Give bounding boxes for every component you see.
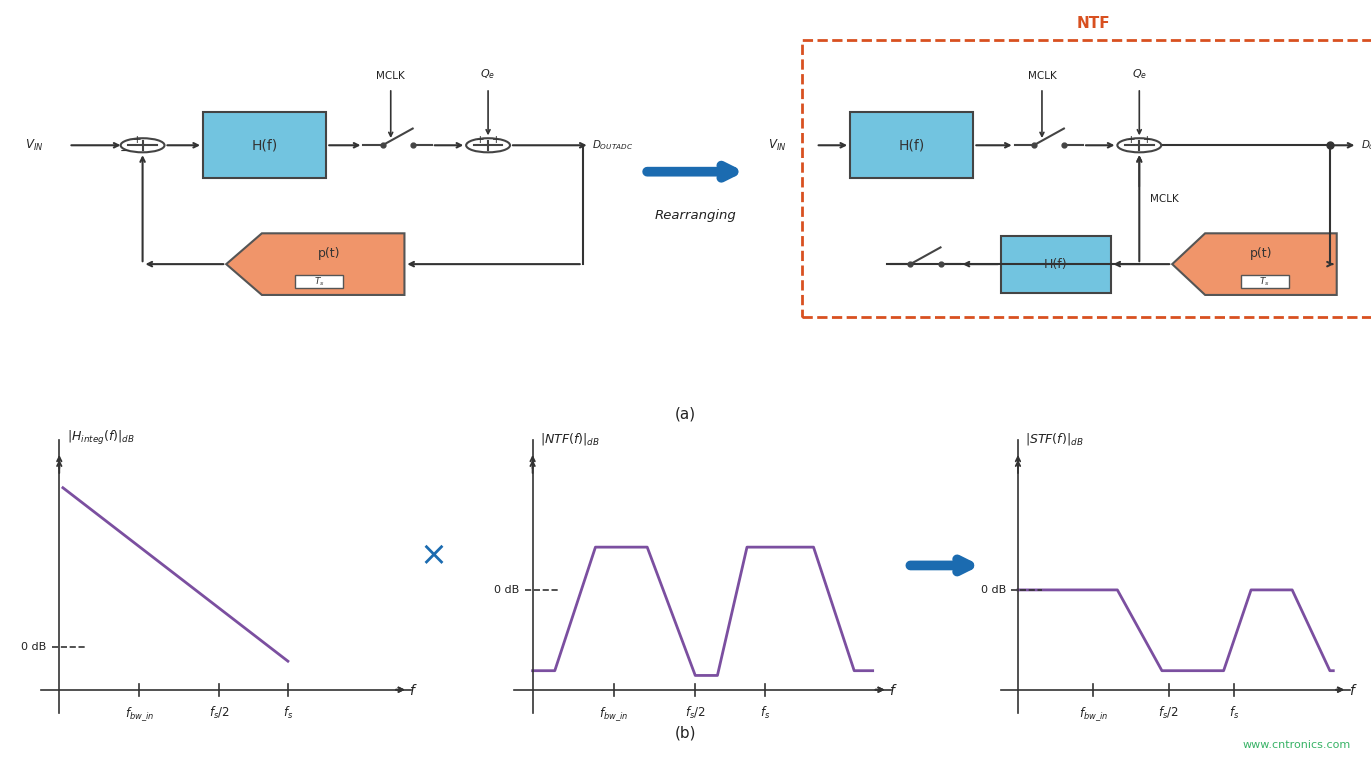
Text: p(t): p(t) [1250,247,1272,260]
Text: $Q_e$: $Q_e$ [1131,68,1148,81]
Text: MCLK: MCLK [1150,194,1179,203]
Text: +: + [1143,135,1152,145]
Text: $T_s$: $T_s$ [314,276,325,288]
Text: $Q_e$: $Q_e$ [480,68,496,81]
Text: +: + [492,135,500,145]
Text: $f_s/2$: $f_s/2$ [686,705,706,721]
Text: $f_s$: $f_s$ [761,705,771,721]
Text: $\times$: $\times$ [420,537,444,571]
Text: $V_{IN}$: $V_{IN}$ [768,137,786,153]
Circle shape [466,138,510,153]
Text: $f_s/2$: $f_s/2$ [1158,705,1179,721]
Text: MCLK: MCLK [377,71,404,81]
Text: $f_s/2$: $f_s/2$ [208,705,229,721]
Text: 0 dB: 0 dB [22,642,47,652]
Text: (a): (a) [675,406,696,421]
Text: $V_{IN}$: $V_{IN}$ [25,137,43,153]
Text: 0 dB: 0 dB [495,585,520,595]
Text: $f$: $f$ [890,683,898,698]
Text: (b): (b) [675,725,696,740]
Text: NTF: NTF [1076,16,1111,31]
Text: www.cntronics.com: www.cntronics.com [1242,740,1350,750]
Text: Rearranging: Rearranging [655,209,736,222]
FancyBboxPatch shape [295,276,343,288]
Text: +: + [1127,135,1135,145]
Text: $|NTF(f)|_{dB}$: $|NTF(f)|_{dB}$ [540,431,600,447]
Text: H(f): H(f) [1043,257,1068,271]
FancyBboxPatch shape [1001,235,1111,293]
Text: $f_{bw\_in}$: $f_{bw\_in}$ [1079,705,1108,723]
Text: $|STF(f)|_{dB}$: $|STF(f)|_{dB}$ [1026,431,1083,447]
Circle shape [1117,138,1161,153]
Text: MCLK: MCLK [1028,71,1056,81]
Text: $f_s$: $f_s$ [1228,705,1239,721]
Text: p(t): p(t) [318,247,340,260]
Text: $D_{OUTADC}$: $D_{OUTADC}$ [1361,138,1371,152]
Text: $f$: $f$ [410,683,418,698]
Text: $f_s$: $f_s$ [282,705,293,721]
FancyBboxPatch shape [203,112,326,178]
Text: $D_{OUTADC}$: $D_{OUTADC}$ [592,138,633,152]
Text: 0 dB: 0 dB [980,585,1006,595]
FancyBboxPatch shape [850,112,973,178]
Text: $|H_{integ}(f)|_{dB}$: $|H_{integ}(f)|_{dB}$ [67,430,134,447]
Polygon shape [1172,233,1337,295]
Text: $f_{bw\_in}$: $f_{bw\_in}$ [599,705,628,723]
Text: +: + [476,135,484,145]
Text: $f$: $f$ [1349,683,1357,698]
FancyBboxPatch shape [1241,276,1289,288]
Text: −: − [119,145,130,158]
Text: $T_s$: $T_s$ [1259,276,1270,288]
Text: $f_{bw\_in}$: $f_{bw\_in}$ [125,705,154,723]
Circle shape [121,138,165,153]
Text: H(f): H(f) [251,138,278,153]
Text: H(f): H(f) [898,138,925,153]
Text: +: + [133,135,141,145]
Polygon shape [226,233,404,295]
